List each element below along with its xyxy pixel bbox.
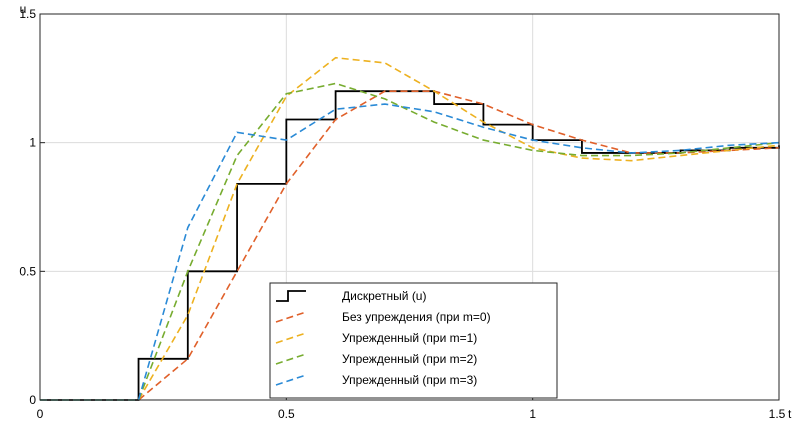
x-axis-label: t: [788, 407, 792, 421]
x-tick-label: 1: [529, 407, 536, 421]
legend-label-1: Без упреждения (при m=0): [342, 310, 491, 324]
legend-swatch-3: [275, 353, 307, 365]
grid-lines: [40, 14, 779, 400]
series-group: [40, 56, 780, 401]
series-line-2: [40, 56, 780, 401]
y-tick-label: 0.5: [19, 264, 36, 278]
legend-swatch-4: [275, 374, 307, 386]
plot-frame: [39, 13, 780, 401]
legend-swatch-1: [275, 311, 307, 323]
legend-swatch-2: [275, 332, 307, 344]
axis-ticks: 0 0.5 1 1.5 0 0.5 1 1.5: [19, 7, 785, 421]
legend-label-0: Дискретный (u): [342, 289, 426, 303]
y-tick-label: 1: [29, 136, 36, 150]
legend: Дискретный (u) Без упреждения (при m=0) Уп…: [269, 282, 558, 399]
y-axis-label: u: [20, 2, 27, 16]
y-tick-label: 1.5: [19, 7, 36, 21]
x-tick-label: 0.5: [278, 407, 295, 421]
legend-label-3: Упрежденный (при m=2): [342, 352, 477, 366]
x-tick-label: 1.5: [769, 407, 786, 421]
y-tick-label: 0: [29, 393, 36, 407]
legend-label-4: Упрежденный (при m=3): [342, 373, 477, 387]
legend-box: [269, 282, 558, 399]
legend-swatch-0: [276, 290, 306, 302]
series-line-4: [40, 103, 780, 401]
x-tick-label: 0: [37, 407, 44, 421]
legend-label-2: Упрежденный (при m=1): [342, 331, 477, 345]
series-line-3: [40, 82, 780, 401]
